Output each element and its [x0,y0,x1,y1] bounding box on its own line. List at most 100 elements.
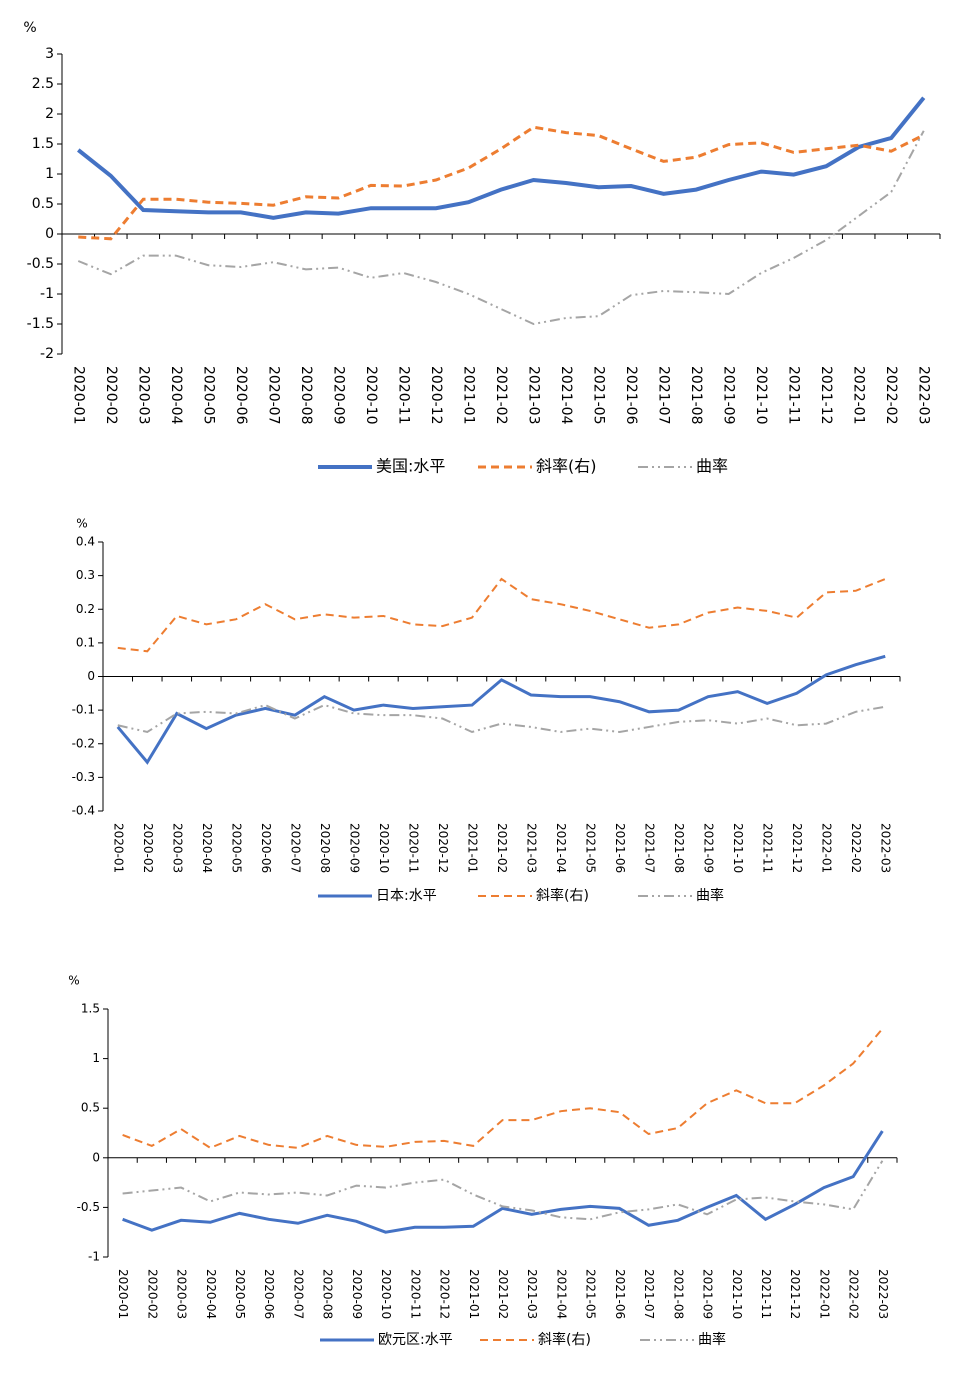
x-tick-label: 2021-04 [558,366,574,425]
legend-label: 斜率(右) [538,1331,591,1348]
x-tick-label: 2021-11 [759,1269,773,1319]
x-tick-label: 2022-02 [849,823,863,873]
y-tick-label: 1.5 [32,136,54,152]
y-tick-label: 0 [92,1150,100,1164]
legend-label: 曲率 [698,1331,726,1348]
x-tick-label: 2020-06 [233,366,249,425]
x-tick-label: 2020-03 [175,1269,189,1319]
y-tick-label: 0.4 [76,535,95,549]
x-tick-label: 2021-01 [465,823,479,873]
x-tick-label: 2020-09 [350,1269,364,1319]
y-tick-label: 0.3 [76,568,95,582]
x-tick-label: 2022-02 [883,366,899,425]
legend-label: 斜率(右) [536,887,589,904]
x-tick-label: 2022-03 [916,366,932,425]
y-unit: % [68,974,79,988]
x-tick-label: 2020-05 [229,823,243,873]
y-tick-label: 1 [45,166,54,182]
y-tick-label: 1 [92,1051,100,1065]
x-tick-label: 2021-05 [584,1269,598,1319]
x-tick-label: 2020-11 [395,366,411,425]
x-tick-label: 2021-06 [613,823,627,873]
legend-label: 日本:水平 [376,888,437,904]
x-tick-label: 2020-11 [408,1269,422,1319]
series-line [122,1160,884,1221]
x-tick-label: 2020-12 [428,366,444,425]
series-line [116,654,886,765]
x-tick-label: 2021-02 [496,1269,510,1319]
x-tick-label: 2020-01 [116,1269,130,1319]
x-tick-label: 2021-07 [656,366,672,425]
x-tick-label: 2022-01 [817,1269,831,1319]
x-tick-label: 2020-08 [321,1269,335,1319]
x-tick-label: 2021-10 [753,366,769,425]
x-tick-label: 2021-03 [526,366,542,425]
x-tick-label: 2021-12 [788,1269,802,1319]
y-tick-label: 0 [87,669,95,683]
x-tick-label: 2022-02 [847,1269,861,1319]
x-tick-label: 2021-10 [730,1269,744,1319]
x-tick-label: 2021-06 [623,366,639,425]
x-tick-label: 2021-08 [672,823,686,873]
x-tick-label: 2020-09 [330,366,346,425]
x-tick-label: 2020-04 [200,823,214,873]
y-tick-label: -2 [40,346,54,362]
y-tick-label: -1 [88,1250,100,1264]
y-unit: % [76,517,87,531]
series-line [77,130,925,326]
x-tick-label: 2020-07 [265,366,281,425]
x-tick-label: 2022-03 [876,1269,890,1319]
x-tick-label: 2020-06 [262,1269,276,1319]
x-tick-label: 2021-09 [702,823,716,873]
series-line [122,1028,884,1150]
x-tick-label: 2021-07 [642,1269,656,1319]
y-tick-label: -0.2 [72,736,95,750]
x-tick-label: 2021-11 [761,823,775,873]
x-tick-label: 2020-04 [168,366,184,425]
x-tick-label: 2021-03 [525,1269,539,1319]
x-tick-label: 2020-03 [170,823,184,873]
x-tick-label: 2021-09 [721,366,737,425]
x-tick-label: 2021-09 [701,1269,715,1319]
y-tick-label: 2.5 [32,76,54,92]
x-tick-label: 2020-04 [204,1269,218,1319]
y-tick-label: 0.5 [81,1101,100,1115]
x-tick-label: 2020-05 [233,1269,247,1319]
y-tick-label: -0.5 [77,1200,100,1214]
x-tick-label: 2021-04 [554,823,568,873]
x-tick-label: 2022-01 [820,823,834,873]
x-tick-label: 2020-02 [145,1269,159,1319]
x-tick-label: 2020-10 [363,366,379,425]
y-tick-label: -0.4 [72,804,95,818]
x-tick-label: 2020-06 [259,823,273,873]
y-tick-label: -0.5 [27,256,54,272]
x-tick-label: 2020-05 [200,366,216,425]
x-tick-label: 2020-07 [291,1269,305,1319]
x-tick-label: 2022-01 [851,366,867,425]
x-tick-label: 2020-08 [318,823,332,873]
y-tick-label: 1.5 [81,1002,100,1016]
x-tick-label: 2021-07 [643,823,657,873]
x-tick-label: 2020-12 [438,1269,452,1319]
x-tick-label: 2021-06 [613,1269,627,1319]
x-tick-label: 2021-01 [467,1269,481,1319]
x-tick-label: 2021-12 [818,366,834,425]
legend-label: 欧元区:水平 [378,1332,453,1348]
series-line [78,125,925,241]
y-unit: % [23,20,36,36]
x-tick-label: 2020-12 [436,823,450,873]
y-tick-label: 0.1 [76,635,95,649]
x-tick-label: 2021-03 [525,823,539,873]
series-line [117,577,886,653]
x-tick-label: 2020-10 [377,823,391,873]
y-tick-label: -1 [40,286,54,302]
y-tick-label: -1.5 [27,316,54,332]
x-tick-label: 2020-11 [406,823,420,873]
legend-label: 美国:水平 [376,457,445,476]
x-tick-label: 2021-01 [460,366,476,424]
x-tick-label: 2020-08 [298,366,314,425]
series-line [122,1130,884,1234]
series-line [117,704,886,734]
x-tick-label: 2021-05 [584,823,598,873]
x-tick-label: 2020-02 [103,366,119,425]
